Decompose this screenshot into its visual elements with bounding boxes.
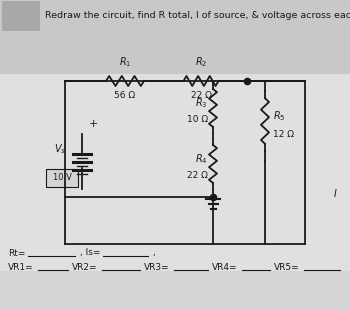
Text: ,: , [152,248,155,257]
Bar [0,71,350,271]
Text: $R_4$: $R_4$ [195,152,208,166]
Text: $V_s$: $V_s$ [54,142,66,156]
Text: VR3=: VR3= [144,263,170,272]
Text: 12 Ω: 12 Ω [273,130,294,139]
Bar [0,32,350,74]
Text: 22 Ω: 22 Ω [190,91,211,100]
Text: $R_1$: $R_1$ [119,55,131,69]
Bar [0,0,350,32]
Text: Rt=: Rt= [8,248,25,257]
Text: Redraw the circuit, find R total, I of source, & voltage across each resistor.: Redraw the circuit, find R total, I of s… [45,11,350,20]
Bar [2,1,40,31]
Text: , Is=: , Is= [80,248,100,257]
Text: VR2=: VR2= [72,263,98,272]
Text: $R_3$: $R_3$ [195,96,208,110]
Text: 10 Ω: 10 Ω [187,115,208,124]
Text: VR4=: VR4= [212,263,238,272]
Text: I: I [334,189,336,199]
Text: $R_5$: $R_5$ [273,109,286,123]
Bar [0,32,350,309]
Text: +: + [89,119,98,129]
Text: $R_2$: $R_2$ [195,55,207,69]
Text: 56 Ω: 56 Ω [114,91,135,100]
Text: 10 V: 10 V [52,173,71,182]
Text: 22 Ω: 22 Ω [187,171,208,180]
Text: VR1=: VR1= [8,263,34,272]
FancyBboxPatch shape [46,168,78,187]
Text: VR5=: VR5= [274,263,300,272]
